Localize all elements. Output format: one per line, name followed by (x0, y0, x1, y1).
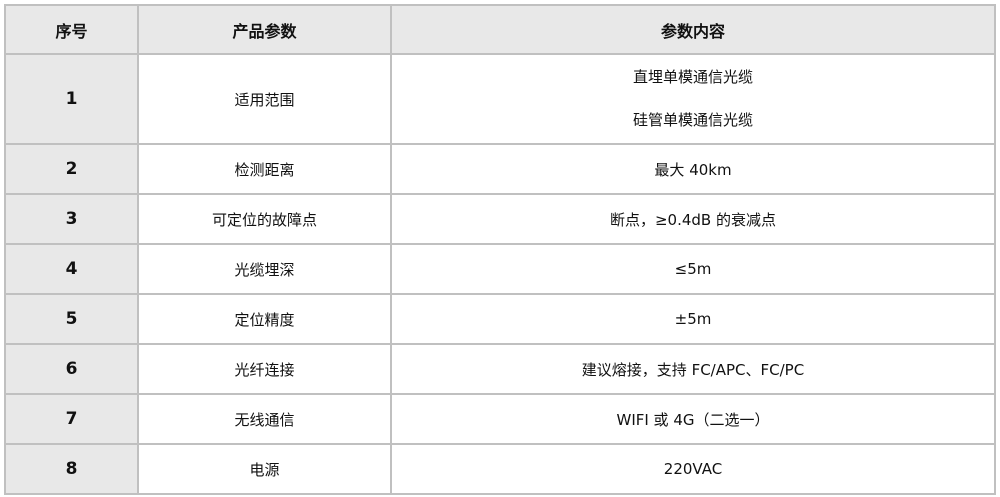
row-index: 8 (4, 443, 139, 495)
row-index: 7 (4, 393, 139, 445)
table-row: 6 光纤连接 建议熔接，支持 FC/APC、FC/PC (4, 343, 996, 395)
table-row: 2 检测距离 最大 40km (4, 143, 996, 195)
row-param: 光纤连接 (137, 343, 392, 395)
row-index: 2 (4, 143, 139, 195)
table-row: 1 适用范围 直埋单模通信光缆 硅管单模通信光缆 (4, 53, 996, 145)
row-content: 建议熔接，支持 FC/APC、FC/PC (390, 343, 996, 395)
row-content: ≤5m (390, 243, 996, 295)
row-param: 光缆埋深 (137, 243, 392, 295)
row-index: 3 (4, 193, 139, 245)
row-content: 断点，≥0.4dB 的衰减点 (390, 193, 996, 245)
table-row: 4 光缆埋深 ≤5m (4, 243, 996, 295)
row-content-line: 直埋单模通信光缆 (632, 68, 753, 86)
table-row: 7 无线通信 WIFI 或 4G（二选一） (4, 393, 996, 445)
row-param: 电源 (137, 443, 392, 495)
row-param: 可定位的故障点 (137, 193, 392, 245)
spec-table: 序号 产品参数 参数内容 1 适用范围 直埋单模通信光缆 硅管单模通信光缆 2 … (4, 4, 996, 495)
header-index: 序号 (4, 4, 139, 55)
row-index: 1 (4, 53, 139, 145)
row-content-line: 硅管单模通信光缆 (632, 111, 753, 129)
header-row: 序号 产品参数 参数内容 (4, 4, 996, 55)
header-content: 参数内容 (390, 4, 996, 55)
row-content: 220VAC (390, 443, 996, 495)
row-index: 5 (4, 293, 139, 345)
row-content: ±5m (390, 293, 996, 345)
header-param: 产品参数 (137, 4, 392, 55)
row-index: 4 (4, 243, 139, 295)
table-row: 5 定位精度 ±5m (4, 293, 996, 345)
row-param: 定位精度 (137, 293, 392, 345)
table-row: 8 电源 220VAC (4, 443, 996, 495)
row-param: 适用范围 (137, 53, 392, 145)
row-index: 6 (4, 343, 139, 395)
row-content: 最大 40km (390, 143, 996, 195)
table-row: 3 可定位的故障点 断点，≥0.4dB 的衰减点 (4, 193, 996, 245)
row-content: 直埋单模通信光缆 硅管单模通信光缆 (390, 53, 996, 145)
row-content: WIFI 或 4G（二选一） (390, 393, 996, 445)
row-param: 无线通信 (137, 393, 392, 445)
row-param: 检测距离 (137, 143, 392, 195)
